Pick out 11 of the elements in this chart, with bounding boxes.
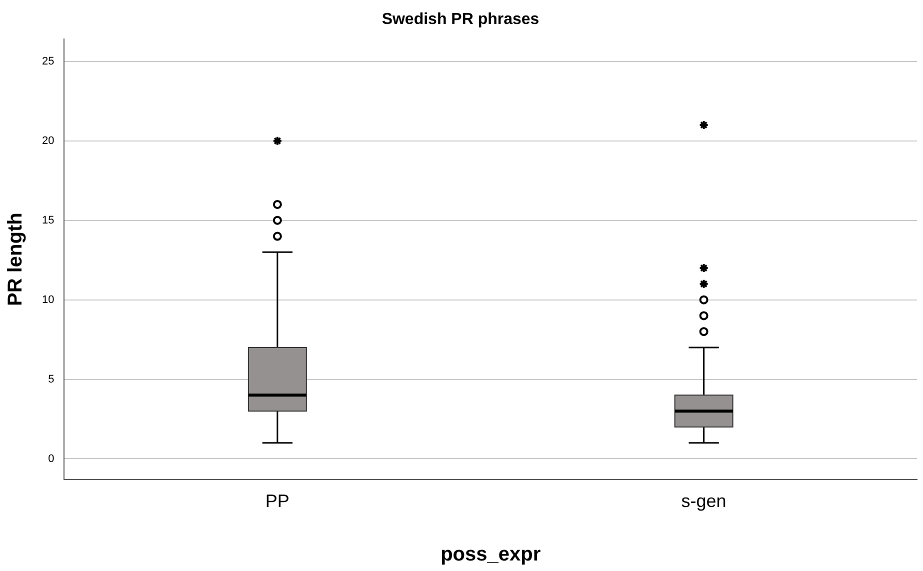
x-tick-label: s-gen xyxy=(681,491,726,512)
x-axis-title: poss_expr xyxy=(440,544,541,566)
y-tick-label: 15 xyxy=(42,214,54,226)
chart-title: Swedish PR phrases xyxy=(382,11,540,28)
y-tick-label: 20 xyxy=(42,134,54,147)
x-tick-label: PP xyxy=(265,491,290,512)
y-tick-label: 5 xyxy=(48,373,54,386)
y-tick-label: 10 xyxy=(42,294,54,306)
y-tick-label: 0 xyxy=(48,452,54,465)
y-axis-title: PR length xyxy=(4,212,27,306)
y-tick-label: 25 xyxy=(42,55,54,68)
